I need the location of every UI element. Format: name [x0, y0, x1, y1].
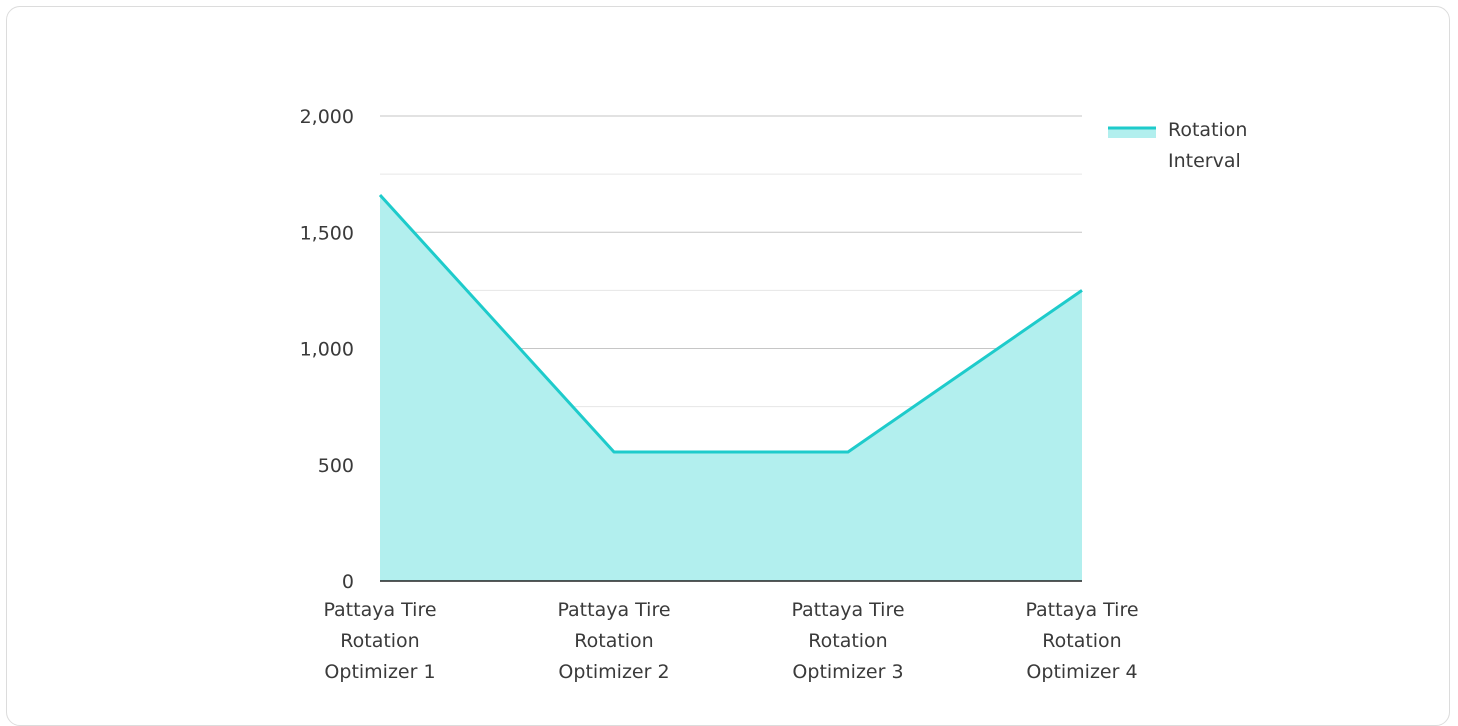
y-tick-label: 500	[318, 455, 354, 477]
series-area	[380, 195, 1082, 581]
y-tick-label: 1,000	[300, 339, 354, 361]
y-tick-label: 0	[342, 571, 354, 593]
y-axis-ticks: 0 500 1,000 1,500 2,000	[300, 106, 354, 593]
y-tick-label: 2,000	[300, 106, 354, 128]
y-tick-label: 1,500	[300, 222, 354, 244]
